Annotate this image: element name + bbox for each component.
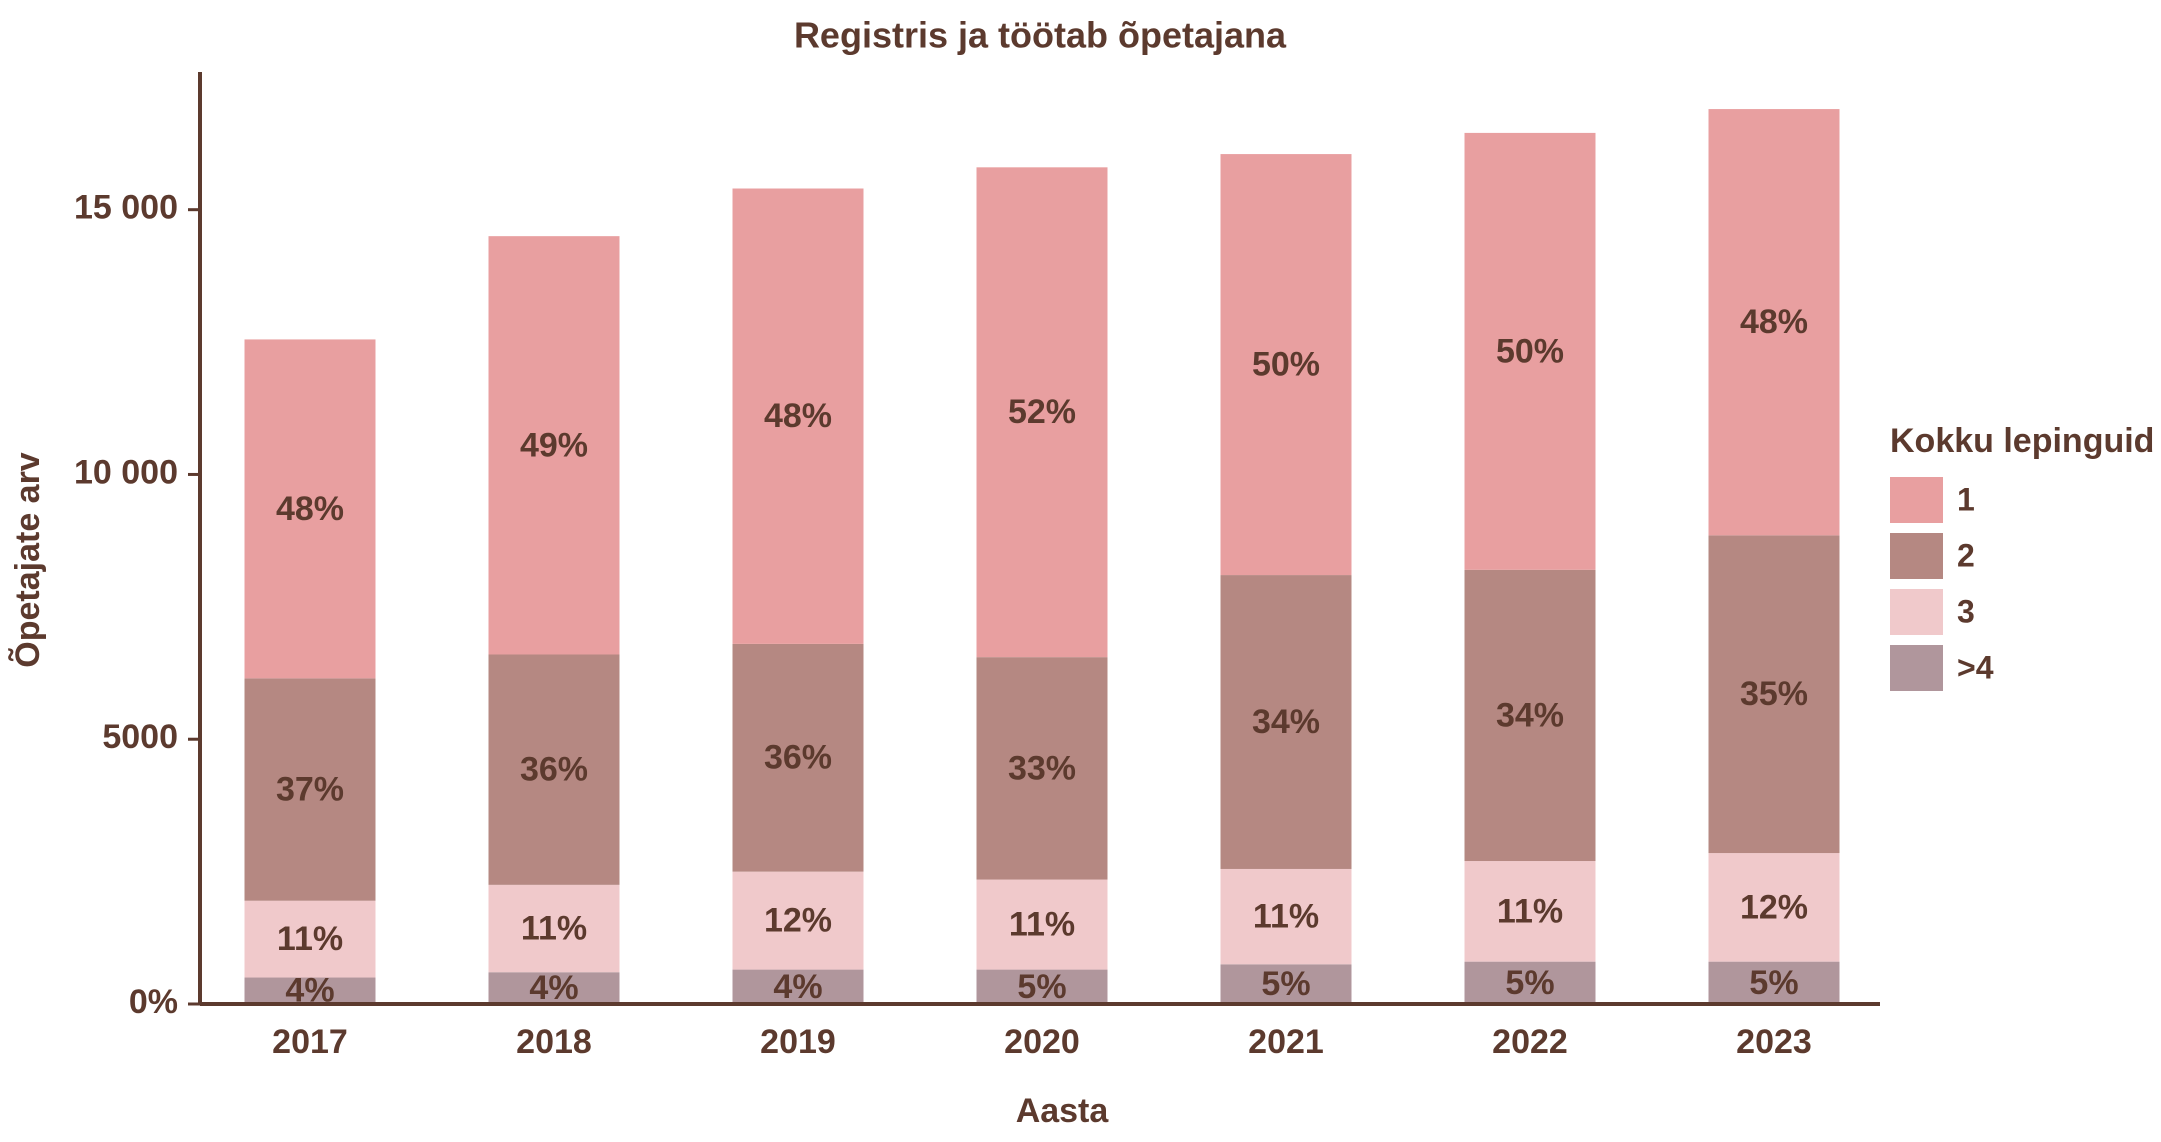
bar-segment	[1220, 154, 1352, 576]
segment-label: 48%	[1740, 303, 1808, 341]
bar-segment	[732, 969, 864, 1004]
bar-segment	[976, 167, 1108, 658]
x-tick-label: 2017	[272, 1023, 348, 1061]
x-tick-label: 2023	[1736, 1023, 1812, 1061]
x-tick-label: 2019	[760, 1023, 836, 1061]
segment-label: 50%	[1496, 332, 1564, 370]
bar-segment	[1464, 569, 1596, 862]
segment-label: 35%	[1740, 675, 1808, 713]
segment-label: 11%	[1497, 892, 1563, 930]
segment-label: 49%	[520, 426, 588, 464]
segment-label: 11%	[1253, 898, 1319, 936]
bar-segment	[1464, 132, 1596, 570]
segment-label: 48%	[764, 397, 832, 435]
bar-segment	[732, 643, 864, 872]
bar-segment	[244, 900, 376, 978]
bar-segment	[1708, 961, 1840, 1004]
y-tick-label: 10 000	[74, 453, 178, 491]
bar-segment	[488, 972, 620, 1004]
bar-segment	[488, 884, 620, 973]
bar-segment	[1464, 861, 1596, 962]
segment-label: 4%	[773, 968, 822, 1006]
chart-title: Registris ja töötab õpetajana	[794, 15, 1287, 56]
bar-segment	[244, 678, 376, 901]
legend-swatch	[1890, 645, 1943, 691]
bar-segment	[1708, 853, 1840, 962]
bar-segment	[244, 339, 376, 679]
bar-segment	[1464, 961, 1596, 1004]
bar-segment	[732, 188, 864, 644]
segment-label: 50%	[1252, 346, 1320, 384]
legend-swatch	[1890, 589, 1943, 635]
segment-label: 33%	[1008, 749, 1076, 787]
bar-segment	[1708, 109, 1840, 536]
segment-label: 36%	[520, 751, 588, 789]
segment-label: 37%	[276, 771, 344, 809]
bar-segment	[244, 977, 376, 1004]
legend-label: 3	[1957, 593, 1975, 629]
y-tick-label: 15 000	[74, 189, 178, 227]
segment-label: 5%	[1261, 965, 1310, 1003]
bar-segment	[1220, 575, 1352, 869]
segment-label: 5%	[1505, 964, 1554, 1002]
y-axis-title: Õpetajate arv	[9, 452, 47, 668]
bar-segment	[1220, 868, 1352, 965]
segment-label: 4%	[529, 969, 578, 1007]
legend-swatch	[1890, 533, 1943, 579]
segment-label: 48%	[276, 490, 344, 528]
segment-label: 36%	[764, 739, 832, 777]
bar-segment	[488, 654, 620, 885]
bar-segment	[1708, 535, 1840, 854]
segment-label: 11%	[1009, 906, 1075, 944]
x-tick-label: 2021	[1248, 1023, 1324, 1061]
bar-segment	[976, 879, 1108, 970]
x-tick-label: 2018	[516, 1023, 592, 1061]
segment-label: 11%	[521, 910, 587, 948]
bar-segment	[488, 236, 620, 655]
legend-swatch	[1890, 477, 1943, 523]
bar-segment	[976, 657, 1108, 880]
y-tick-label: 5000	[102, 718, 178, 756]
legend-label: 1	[1957, 481, 1975, 517]
bar-segment	[976, 969, 1108, 1004]
segment-label: 52%	[1008, 393, 1076, 431]
x-axis-title: Aasta	[1016, 1092, 1110, 1130]
segment-label: 34%	[1496, 696, 1564, 734]
legend-label: >4	[1957, 649, 1994, 685]
segment-label: 5%	[1749, 964, 1798, 1002]
y-tick-label: 0%	[129, 983, 178, 1021]
legend-title: Kokku lepinguid	[1890, 422, 2154, 460]
legend-label: 2	[1957, 537, 1975, 573]
x-tick-label: 2022	[1492, 1023, 1568, 1061]
segment-label: 12%	[1740, 888, 1808, 926]
x-tick-label: 2020	[1004, 1023, 1080, 1061]
segment-label: 34%	[1252, 703, 1320, 741]
segment-label: 5%	[1017, 968, 1066, 1006]
bar-segment	[732, 871, 864, 970]
bar-segment	[1220, 964, 1352, 1004]
segment-label: 12%	[764, 902, 832, 940]
segment-label: 11%	[277, 920, 343, 958]
